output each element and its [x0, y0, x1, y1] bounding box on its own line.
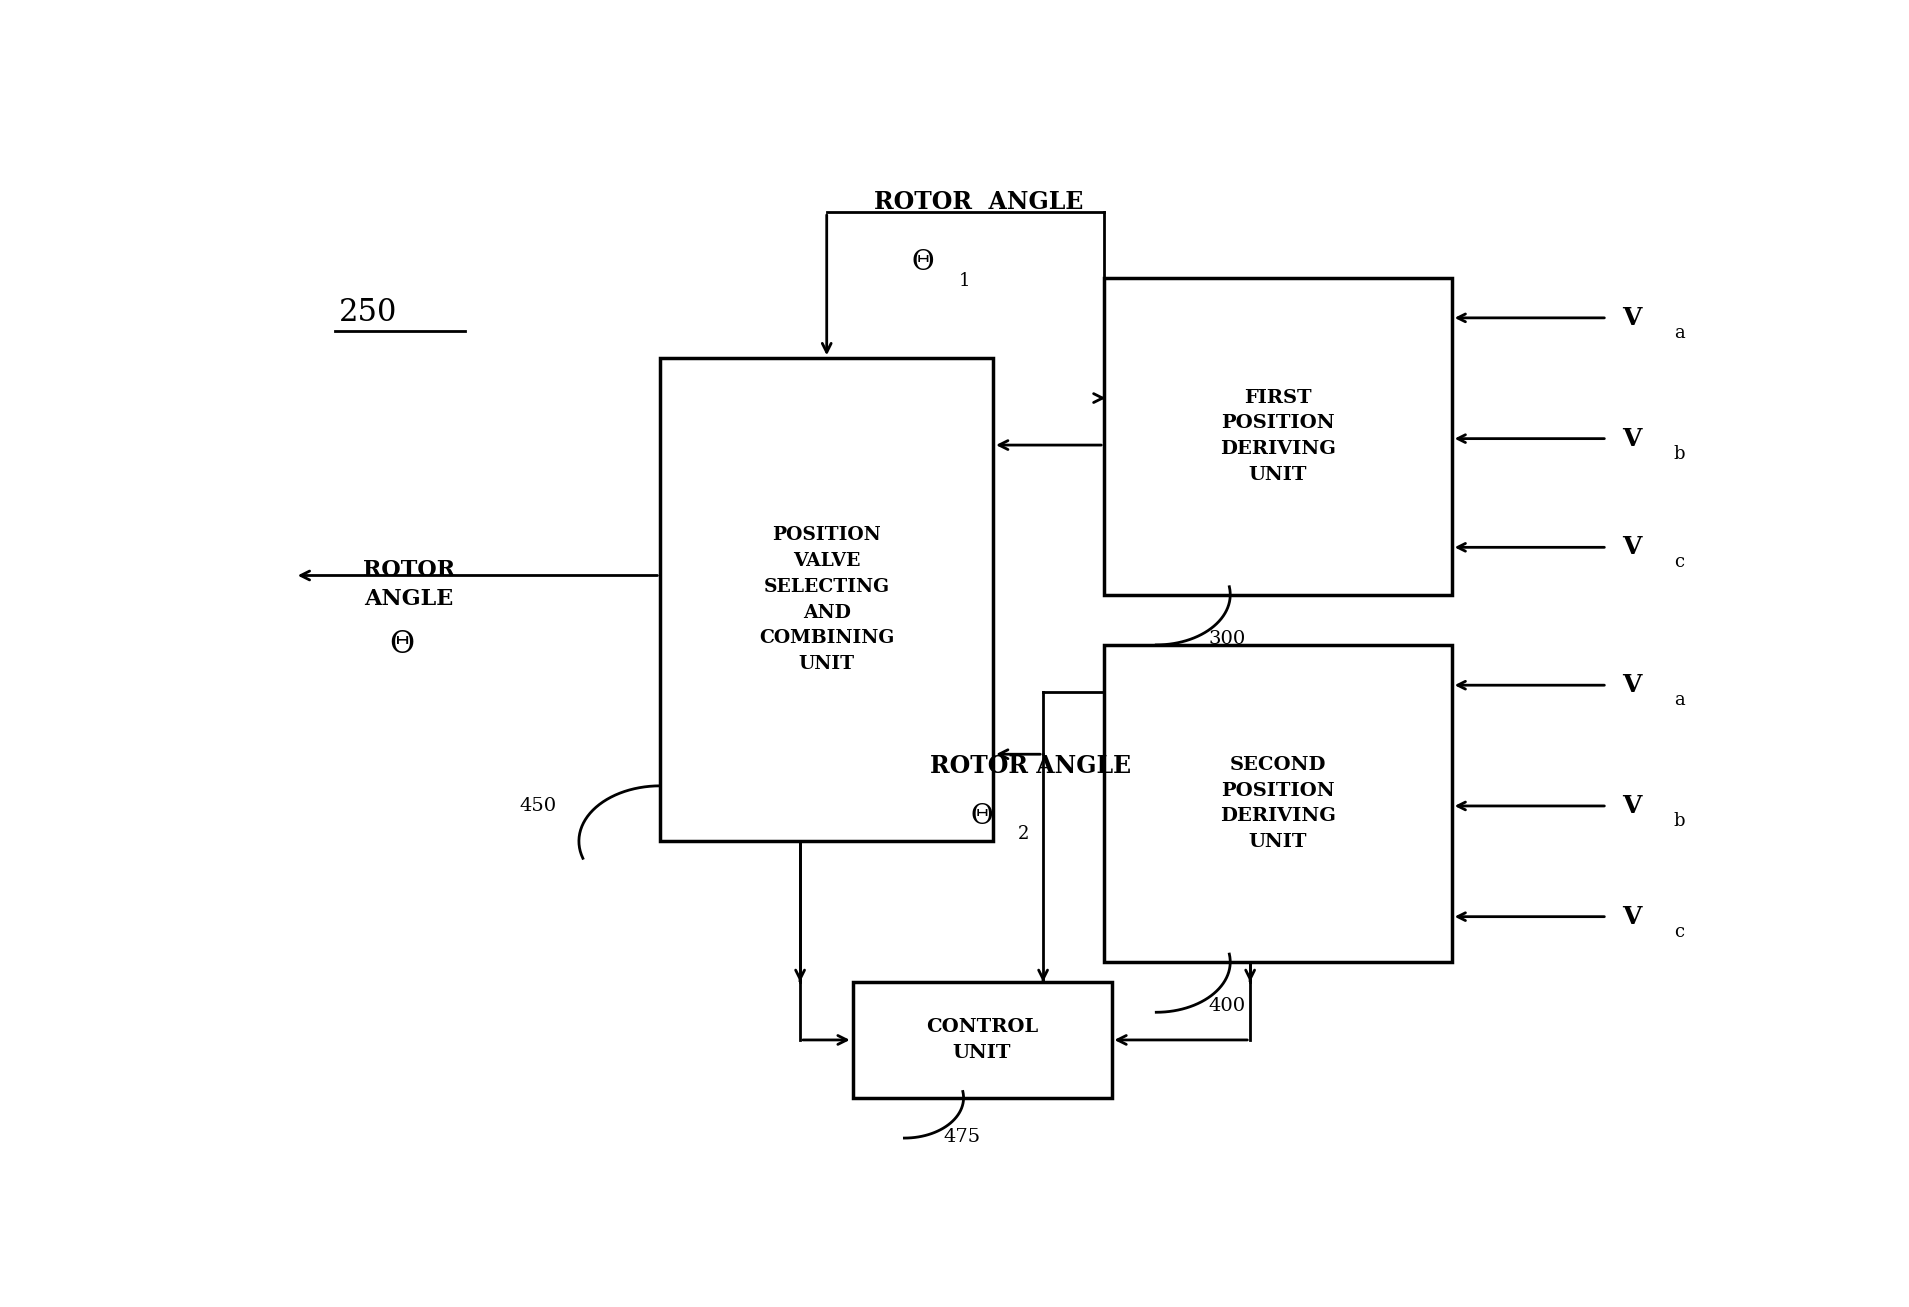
- Text: b: b: [1674, 812, 1686, 830]
- Text: V: V: [1623, 426, 1642, 451]
- Text: V: V: [1623, 673, 1642, 697]
- Text: c: c: [1674, 923, 1684, 941]
- Text: ROTOR
ANGLE: ROTOR ANGLE: [363, 559, 454, 610]
- Bar: [1103, 644, 1453, 962]
- Text: ROTOR  ANGLE: ROTOR ANGLE: [874, 190, 1082, 214]
- Text: Θ: Θ: [972, 802, 993, 830]
- Text: V: V: [1623, 536, 1642, 559]
- Text: b: b: [1674, 444, 1686, 463]
- Text: Θ: Θ: [389, 630, 414, 660]
- Text: CONTROL
UNIT: CONTROL UNIT: [926, 1018, 1038, 1061]
- Text: V: V: [1623, 793, 1642, 818]
- Text: 475: 475: [943, 1128, 981, 1146]
- Bar: [1103, 277, 1453, 595]
- Text: 1: 1: [958, 272, 970, 290]
- Text: FIRST
POSITION
DERIVING
UNIT: FIRST POSITION DERIVING UNIT: [1220, 388, 1336, 484]
- Text: 400: 400: [1208, 997, 1245, 1016]
- Text: a: a: [1674, 324, 1684, 342]
- Bar: [661, 358, 993, 842]
- Text: 2: 2: [1017, 825, 1029, 843]
- Text: c: c: [1674, 553, 1684, 571]
- Text: V: V: [1623, 904, 1642, 929]
- Text: a: a: [1674, 691, 1684, 710]
- Text: V: V: [1623, 306, 1642, 329]
- Text: 250: 250: [340, 297, 397, 328]
- Text: 300: 300: [1208, 630, 1247, 648]
- Text: 450: 450: [519, 797, 557, 816]
- Bar: [853, 982, 1111, 1098]
- Text: POSITION
VALVE
SELECTING
AND
COMBINING
UNIT: POSITION VALVE SELECTING AND COMBINING U…: [760, 527, 895, 673]
- Text: Θ: Θ: [913, 250, 934, 276]
- Text: SECOND
POSITION
DERIVING
UNIT: SECOND POSITION DERIVING UNIT: [1220, 755, 1336, 851]
- Text: ROTOR ANGLE: ROTOR ANGLE: [930, 754, 1130, 778]
